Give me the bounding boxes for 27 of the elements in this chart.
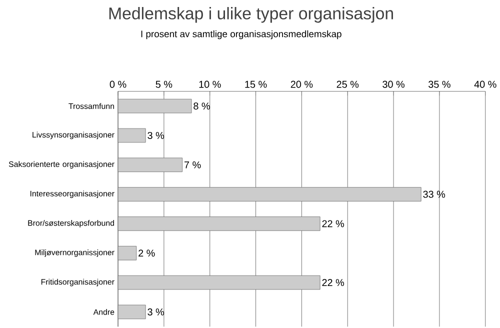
bar — [118, 246, 137, 260]
bar — [118, 158, 183, 172]
x-tick-label: 30 % — [382, 80, 404, 88]
data-label: 7 % — [184, 162, 201, 169]
x-tick-label: 10 % — [199, 80, 221, 88]
data-label: 33 % — [423, 190, 446, 198]
x-tick-label: 20 % — [290, 80, 313, 88]
bar — [118, 276, 320, 290]
bar — [118, 99, 192, 114]
bar — [118, 187, 422, 202]
data-label: 22 % — [322, 279, 344, 286]
data-label: 22 % — [322, 220, 344, 228]
chart-subtitle: I prosent av samtlige organisasjonsmedlemskap — [141, 30, 342, 40]
data-label: 3 % — [148, 308, 164, 316]
x-tick-label: 35 % — [428, 80, 450, 88]
bar — [118, 128, 146, 143]
x-tick-label: 15 % — [245, 81, 267, 88]
bar — [118, 304, 146, 320]
data-label: 2 % — [138, 250, 155, 257]
bar — [118, 216, 320, 232]
x-tick-label: 40 % — [474, 80, 496, 88]
x-tick-label: 0 % — [110, 80, 126, 88]
data-label: 8 % — [194, 102, 210, 110]
x-tick-label: 5 % — [156, 81, 172, 88]
data-label: 3 % — [148, 132, 164, 140]
chart-title: Medlemskap i ulike typer organisasjon — [109, 7, 393, 23]
x-tick-label: 25 % — [336, 80, 359, 88]
